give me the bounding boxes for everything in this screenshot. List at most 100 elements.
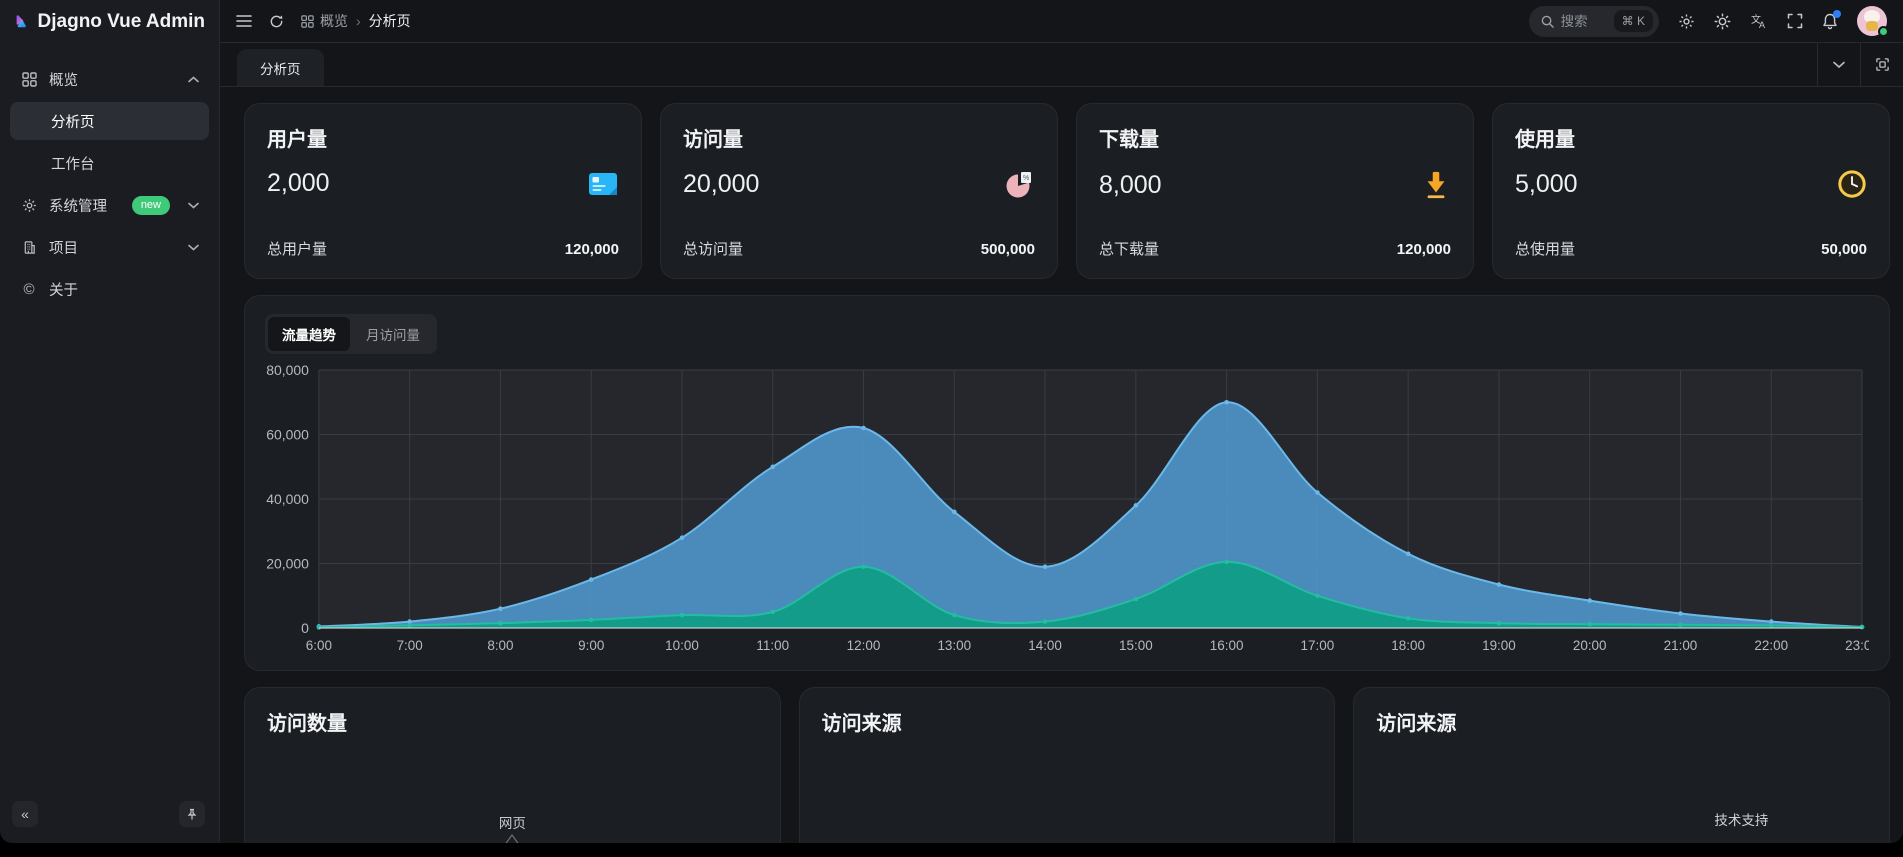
sidebar-item-label: 项目: [49, 240, 78, 257]
grid-icon: [301, 14, 314, 28]
sidebar-item-projects[interactable]: 项目: [10, 228, 209, 266]
app-logo-icon: [16, 15, 26, 28]
stat-footer-value: 120,000: [564, 241, 619, 258]
pie-chart-icon: [1464, 766, 1724, 843]
stat-card-downloads: 下载量 8,000 总下载量 120,000: [1076, 103, 1474, 279]
chevron-down-icon: [188, 197, 199, 213]
tab-list-dropdown-button[interactable]: [1817, 43, 1860, 86]
svg-text:%: %: [1023, 175, 1029, 182]
fullscreen-button[interactable]: [1787, 13, 1803, 29]
search-input[interactable]: [1560, 13, 1607, 29]
theme-toggle-button[interactable]: [1714, 13, 1731, 30]
sidebar-item-label: 概览: [49, 72, 78, 89]
svg-text:20,000: 20,000: [266, 555, 309, 571]
svg-text:21:00: 21:00: [1664, 638, 1698, 653]
svg-text:80,000: 80,000: [266, 362, 309, 378]
pie-icon: %: [1006, 172, 1031, 198]
brand: Djagno Vue Admin: [0, 0, 219, 44]
bell-icon: [1823, 13, 1837, 29]
stat-title: 下载量: [1099, 129, 1159, 151]
svg-text:23:00: 23:00: [1845, 638, 1869, 653]
pie-slice-label: 技术支持: [1714, 813, 1769, 828]
svg-text:14:00: 14:00: [1028, 638, 1062, 653]
stat-title: 访问量: [683, 129, 743, 151]
settings-button[interactable]: [1678, 13, 1695, 30]
svg-text:10:00: 10:00: [665, 638, 699, 653]
breadcrumb-separator: ›: [356, 13, 361, 29]
grid-icon: [20, 71, 38, 87]
stat-value: 20,000: [683, 169, 760, 198]
collapse-icon: «: [21, 806, 29, 822]
search-icon: [1541, 15, 1554, 28]
svg-text:8:00: 8:00: [487, 638, 513, 653]
new-badge: new: [131, 195, 170, 215]
stat-footer-value: 50,000: [1821, 241, 1867, 258]
tab-analysis[interactable]: 分析页: [237, 49, 324, 86]
user-avatar[interactable]: [1857, 6, 1889, 37]
page-tab-bar: 分析页: [220, 43, 1903, 87]
clock-icon: [1838, 170, 1866, 198]
pin-sidebar-button[interactable]: [179, 801, 205, 827]
radar-axis-label: 网页: [498, 816, 526, 831]
stat-footer-value: 500,000: [980, 241, 1035, 258]
copyright-icon: ©: [23, 280, 35, 298]
bottom-cards-row: 访问数量 网页 访问来源 访问来源 技术支持: [244, 687, 1891, 843]
card-title: 访问来源: [1376, 713, 1457, 735]
sidebar-item-about[interactable]: © 关于: [10, 270, 209, 308]
sidebar-item-overview[interactable]: 概览: [10, 60, 209, 98]
tab-traffic-trend[interactable]: 流量趋势: [268, 317, 350, 351]
stat-footer-label: 总下载量: [1099, 241, 1160, 258]
svg-text:60,000: 60,000: [266, 426, 309, 442]
svg-text:40,000: 40,000: [266, 491, 309, 507]
notification-dot: [1833, 9, 1841, 18]
breadcrumb-item-current: 分析页: [368, 13, 411, 29]
svg-text:13:00: 13:00: [937, 638, 971, 653]
svg-text:12:00: 12:00: [847, 638, 881, 653]
visit-count-card: 访问数量 网页: [244, 687, 781, 843]
expand-icon: [1875, 58, 1889, 71]
building-icon: [20, 240, 38, 255]
sidebar: Djagno Vue Admin 概览 分析页 工作台: [0, 0, 220, 843]
svg-text:7:00: 7:00: [397, 638, 423, 653]
global-search[interactable]: ⌘ K: [1528, 5, 1659, 37]
tab-bar-actions: [1817, 43, 1903, 86]
brand-title: Djagno Vue Admin: [37, 11, 205, 32]
page-content: 用户量 2,000 总用户量 120,000: [220, 87, 1903, 843]
sidebar-nav: 概览 分析页 工作台 系统管理 new: [0, 44, 219, 795]
notifications-button[interactable]: [1822, 9, 1841, 30]
menu-toggle-button[interactable]: [236, 15, 252, 27]
tab-monthly-visits[interactable]: 月访问量: [366, 328, 420, 343]
svg-text:20:00: 20:00: [1573, 638, 1607, 653]
svg-text:6:00: 6:00: [306, 638, 332, 653]
traffic-trend-card: 流量趋势 月访问量 0 20,000 40,000 60,000 80,000 6:00 7…: [244, 295, 1890, 671]
avatar-figure: [1864, 10, 1880, 23]
chevron-down-icon: [1833, 61, 1845, 68]
stat-card-users: 用户量 2,000 总用户量 120,000: [244, 103, 642, 279]
stat-value: 5,000: [1515, 169, 1578, 198]
stat-card-visits: 访问量 20,000 % 总访问量 500,000: [660, 103, 1058, 279]
radar-chart-icon: [505, 834, 519, 843]
sidebar-item-analysis[interactable]: 分析页: [10, 102, 209, 140]
sidebar-item-label: 关于: [49, 282, 78, 299]
breadcrumb: 概览 › 分析页: [301, 11, 411, 31]
svg-text:文: 文: [1751, 13, 1761, 26]
maximize-content-button[interactable]: [1860, 43, 1903, 86]
stat-footer-label: 总使用量: [1515, 241, 1576, 258]
stat-footer-value: 120,000: [1396, 241, 1451, 258]
sidebar-item-workbench[interactable]: 工作台: [10, 144, 209, 182]
svg-text:A: A: [1759, 20, 1765, 30]
download-icon: [1427, 171, 1445, 199]
collapse-sidebar-button[interactable]: «: [12, 801, 38, 827]
stat-footer-label: 总访问量: [683, 241, 744, 258]
svg-text:17:00: 17:00: [1301, 638, 1335, 653]
breadcrumb-item-overview[interactable]: 概览: [301, 11, 348, 31]
top-bar: 概览 › 分析页 ⌘ K: [220, 0, 1903, 43]
language-button[interactable]: 文 A: [1750, 13, 1768, 30]
chevron-up-icon: [188, 71, 199, 87]
gear-icon: [20, 198, 38, 213]
sidebar-item-system[interactable]: 系统管理 new: [10, 186, 209, 224]
id-card-icon: [589, 172, 617, 195]
refresh-button[interactable]: [269, 14, 284, 29]
visit-source-card-2: 访问来源 技术支持: [1353, 687, 1891, 843]
